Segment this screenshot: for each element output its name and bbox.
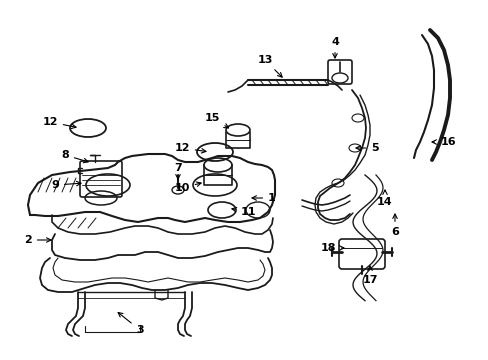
Text: 13: 13 (257, 55, 282, 77)
Text: 16: 16 (431, 137, 455, 147)
Text: 3: 3 (118, 312, 143, 335)
Text: 4: 4 (330, 37, 338, 58)
Text: 6: 6 (390, 214, 398, 237)
Text: 1: 1 (251, 193, 275, 203)
Text: 10: 10 (174, 182, 201, 193)
Text: 7: 7 (174, 163, 182, 179)
Text: 5: 5 (355, 143, 378, 153)
Text: 8: 8 (61, 150, 88, 163)
Text: 15: 15 (204, 113, 228, 128)
Text: 11: 11 (231, 207, 255, 217)
Text: 12: 12 (174, 143, 205, 153)
Text: 9: 9 (51, 180, 81, 190)
Text: 12: 12 (42, 117, 76, 129)
Text: 14: 14 (376, 190, 392, 207)
Text: 17: 17 (362, 266, 377, 285)
Text: 2: 2 (24, 235, 51, 245)
Text: 18: 18 (320, 243, 343, 253)
